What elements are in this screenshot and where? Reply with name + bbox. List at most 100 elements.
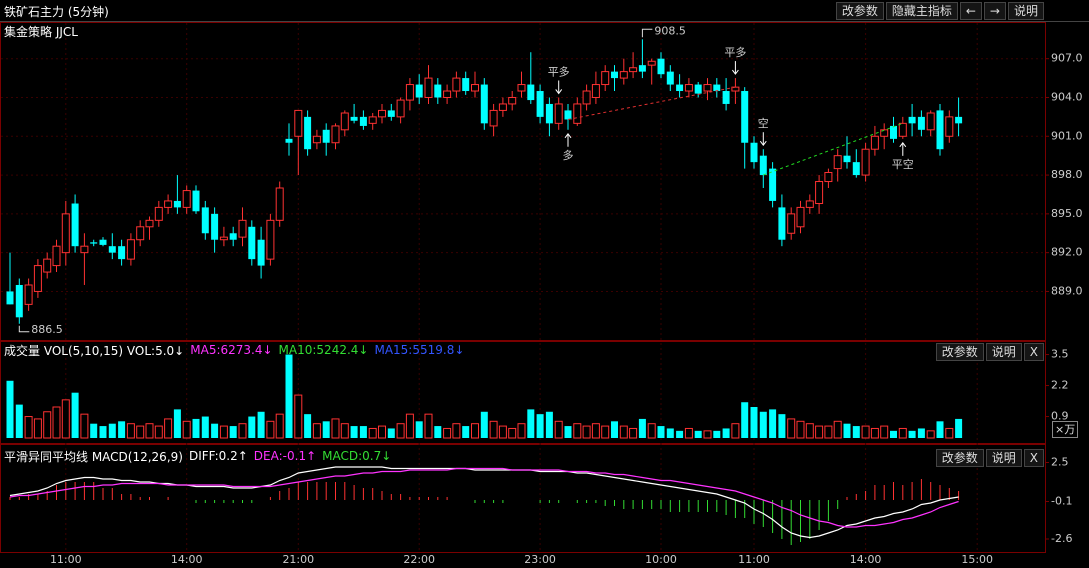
candle-body [684,84,693,92]
volume-bar [638,418,646,438]
candle-body [703,84,712,92]
candle-body [15,284,23,318]
signal-arrow-head [555,89,563,95]
candle-body [890,125,897,139]
volume-bar [322,421,330,438]
volume-bar [378,425,386,439]
macd-line [9,467,959,528]
candle-body [6,291,14,305]
volume-bar [266,420,275,439]
toolbar-button[interactable]: → [983,2,1006,20]
candle-body [759,155,767,176]
volume-bar [6,380,14,438]
toolbar: 改参数 隐藏主指标 ← → 说明 [834,2,1044,20]
candle-body [666,71,674,85]
volume-bar [815,425,824,439]
candle-body [824,171,833,183]
toolbar-button[interactable]: 改参数 [835,2,884,20]
candle-body [43,258,52,273]
y-tick-label: 2.5 [1051,456,1069,469]
volume-bar [666,428,674,438]
volume-bar [164,418,173,439]
candle-body [722,91,730,104]
volume-bar [527,409,535,438]
panel-button[interactable]: X [1023,449,1044,467]
candle-body [796,206,805,228]
volume-bar [619,425,628,439]
candle-body [917,116,925,130]
signal-arrow-head [564,132,572,139]
candle-body [480,84,488,124]
volume-title: 成交量 VOL(5,10,15) VOL:5.0↓ [4,343,185,358]
high-label: 908.5 [654,24,686,37]
candle-body [955,116,963,124]
candle-body [647,60,656,66]
panel-button[interactable]: 改参数 [935,449,984,467]
volume-bar [536,414,544,438]
y-tick-label: 889.0 [1051,284,1083,297]
panel-button[interactable]: 说明 [985,343,1022,361]
candle-body [257,239,265,266]
panel-button[interactable]: X [1023,343,1044,361]
volume-bar [257,411,265,438]
volume-bar [582,425,591,439]
volume-unit: ×万 [1052,421,1079,438]
candle-body [61,213,70,254]
volume-indicator: MA15:5519.8↓ [374,343,465,357]
candle-body [945,116,954,137]
signal-label: 空 [758,116,769,130]
volume-bar [564,426,572,438]
x-tick-label: 23:00 [524,553,556,566]
trade-line [763,122,903,176]
volume-bar [415,421,423,438]
window-title: 铁矿石主力 (5分钟) [4,2,115,20]
volume-bar [211,423,219,438]
candle-body [368,116,377,124]
volume-bar [601,425,610,439]
candle-body [778,207,786,240]
candle-body [833,155,842,170]
candle-body [294,109,303,137]
x-tick-label: 22:00 [403,553,435,566]
toolbar-button[interactable]: ← [959,2,982,20]
volume-bar [647,423,656,439]
candle-body [861,148,870,176]
toolbar-button[interactable]: 说明 [1007,2,1044,20]
volume-bar [517,423,526,439]
candle-body [387,110,395,117]
macd-header: 平滑异同平均线 MACD(12,26,9) DIFF:0.2↑ DEA:-0.1↑ M… [4,447,397,465]
volume-bar [52,406,61,439]
candle-body [564,110,572,120]
y-tick-label: 892.0 [1051,246,1083,259]
candle-body [350,116,358,121]
panel-button[interactable]: 改参数 [935,343,984,361]
candle-body [99,239,107,245]
candle-body [173,200,181,208]
volume-bar [71,392,79,438]
volume-bar [684,427,693,439]
x-tick-label: 15:00 [961,553,993,566]
candle-body [805,200,814,208]
candle-body [769,168,777,201]
volume-bar [611,421,618,438]
candle-body [545,103,553,124]
y-tick-label: 3.5 [1051,348,1069,361]
y-tick-label: 904.0 [1051,90,1083,103]
panel-button[interactable]: 说明 [985,449,1022,467]
candle-body [136,226,145,241]
candle-body [852,162,860,176]
candle-body [926,112,935,131]
candle-body [462,78,470,92]
volume-bar [926,430,935,439]
volume-bar [480,411,488,438]
candle-body [619,71,628,79]
volume-bar [43,411,52,439]
volume-bar [462,426,470,438]
toolbar-button[interactable]: 隐藏主指标 [885,2,958,20]
volume-bar [312,423,321,439]
volume-bar [796,420,805,439]
candle-body [340,112,349,131]
y-tick-label: -2.6 [1051,532,1072,545]
